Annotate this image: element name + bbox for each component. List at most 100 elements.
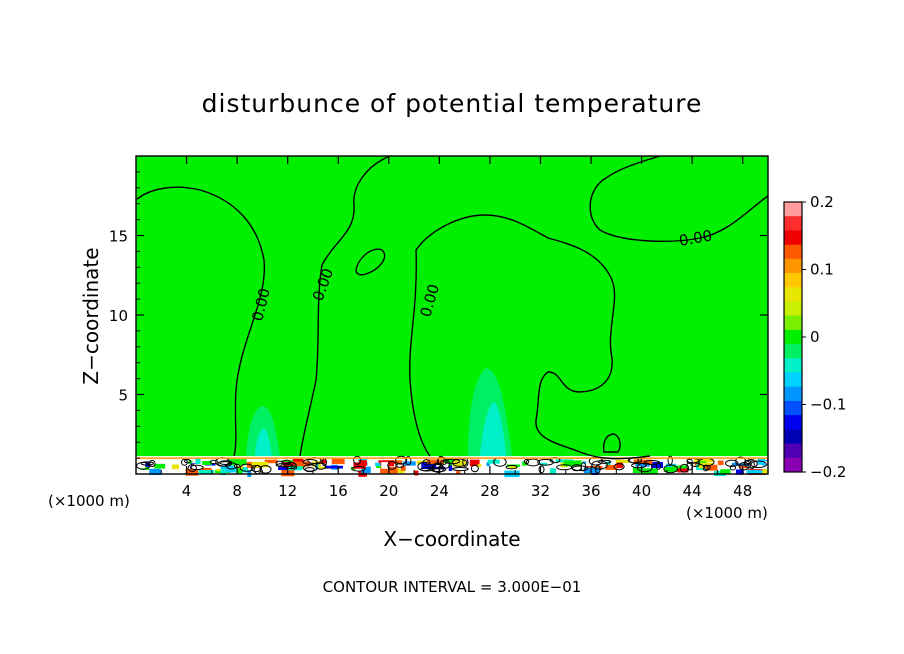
surface-contour — [631, 462, 647, 469]
plot-area: 0.00 0.00 0.00 0.00 — [135, 155, 769, 478]
contour-line-topright — [589, 155, 769, 242]
colorbar-swatch — [784, 202, 802, 217]
surface-cell — [376, 464, 381, 468]
surface-contour — [436, 456, 448, 466]
surface-cell — [324, 465, 343, 469]
surface-cell — [381, 462, 389, 469]
surface-cell — [137, 462, 146, 469]
y-axis: 5 10 15 — [109, 171, 768, 459]
surface-contour — [430, 467, 447, 473]
contour-island — [355, 248, 386, 276]
surface-cell — [195, 458, 201, 464]
surface-cell — [294, 461, 311, 467]
colorbar-swatch — [784, 429, 802, 445]
surface-cell — [688, 458, 695, 465]
surface-contour — [505, 464, 518, 470]
contour-interval-note: CONTOUR INTERVAL = 3.000E−01 — [323, 578, 582, 596]
surface-cell — [605, 464, 618, 470]
surface-contour — [613, 463, 625, 471]
surface-cell — [452, 459, 466, 467]
surface-cell — [237, 468, 243, 474]
x-axis-label: X−coordinate — [383, 527, 520, 551]
surface-cell — [733, 463, 750, 466]
contour-line-left — [135, 186, 266, 457]
colorbar-label: 0 — [810, 328, 820, 346]
surface-cell — [735, 469, 744, 475]
colorbar-swatch — [784, 315, 802, 331]
surface-cell — [515, 462, 526, 468]
colorbar-label: −0.2 — [810, 463, 846, 481]
surface-cell — [757, 458, 765, 465]
surface-cell — [632, 467, 643, 473]
surface-cell — [320, 459, 326, 464]
zero-contours — [135, 155, 769, 460]
surface-contour — [189, 464, 204, 471]
surface-contour — [302, 459, 318, 465]
x-axis: 4 8 12 16 20 24 28 32 36 40 44 48 — [160, 156, 752, 500]
surface-cell — [281, 460, 298, 463]
x-tick-label: 32 — [531, 482, 550, 500]
surface-contour — [571, 464, 582, 472]
x-tick-label: 48 — [733, 482, 752, 500]
surface-contour — [290, 465, 298, 470]
surface-cell — [456, 469, 461, 475]
surface-contour — [451, 458, 468, 467]
surface-cell — [509, 466, 518, 469]
colorbar-label: 0.1 — [810, 261, 834, 279]
surface-cell — [539, 462, 548, 466]
x-tick-label: 20 — [379, 482, 398, 500]
surface-contour — [525, 458, 541, 467]
surface-cell — [185, 468, 199, 476]
x-tick-label: 36 — [581, 482, 600, 500]
surface-cell — [198, 470, 215, 475]
surface-cell — [486, 462, 490, 467]
surface-cell — [616, 462, 623, 469]
cool-plumes — [246, 368, 512, 456]
contour-label: 0.00 — [678, 226, 714, 250]
surface-cell — [469, 459, 480, 467]
surface-contour — [259, 465, 272, 474]
surface-cell — [701, 459, 714, 463]
surface-cell — [605, 461, 611, 468]
colorbar-swatch — [784, 230, 802, 246]
surface-cell — [402, 461, 416, 466]
surface-contour — [405, 456, 412, 466]
x-unit-right: (×1000 m) — [686, 504, 768, 522]
y-tick-label: 10 — [109, 307, 128, 325]
surface-cell — [746, 470, 763, 474]
surface-contour — [738, 462, 750, 471]
surface-cell — [149, 468, 161, 476]
surface-cell — [264, 459, 278, 464]
surface-cell — [477, 464, 482, 467]
surface-contour — [690, 462, 700, 467]
surface-cell — [651, 461, 663, 468]
surface-cell — [615, 459, 630, 463]
colorbar-swatch — [784, 216, 802, 231]
surface-contour — [452, 467, 469, 472]
x-tick-label: 44 — [683, 482, 702, 500]
colorbar-swatch — [784, 344, 802, 359]
y-tick-label: 15 — [109, 228, 128, 246]
colorbar: 0.2 0.1 0 −0.1 −0.2 — [783, 193, 846, 481]
surface-cell — [315, 466, 332, 469]
surface-contour — [187, 464, 197, 472]
surface-contour — [431, 464, 444, 470]
surface-cell — [287, 466, 303, 471]
surface-contour — [148, 459, 156, 468]
surface-cell — [448, 465, 453, 471]
surface-cell — [292, 458, 304, 462]
surface-cell — [732, 462, 737, 466]
y-tick-label: 5 — [118, 387, 128, 405]
colorbar-swatch — [784, 386, 802, 402]
colorbar-label: −0.1 — [810, 396, 846, 414]
surface-contour — [444, 458, 461, 465]
surface-contour — [725, 459, 739, 468]
surface-contour — [417, 461, 432, 472]
surface-cell — [427, 459, 444, 464]
colorbar-swatch — [784, 287, 802, 302]
surface-contour — [209, 459, 219, 465]
surface-contour — [275, 463, 293, 468]
surface-cell — [414, 470, 419, 476]
surface-contour — [387, 460, 397, 470]
